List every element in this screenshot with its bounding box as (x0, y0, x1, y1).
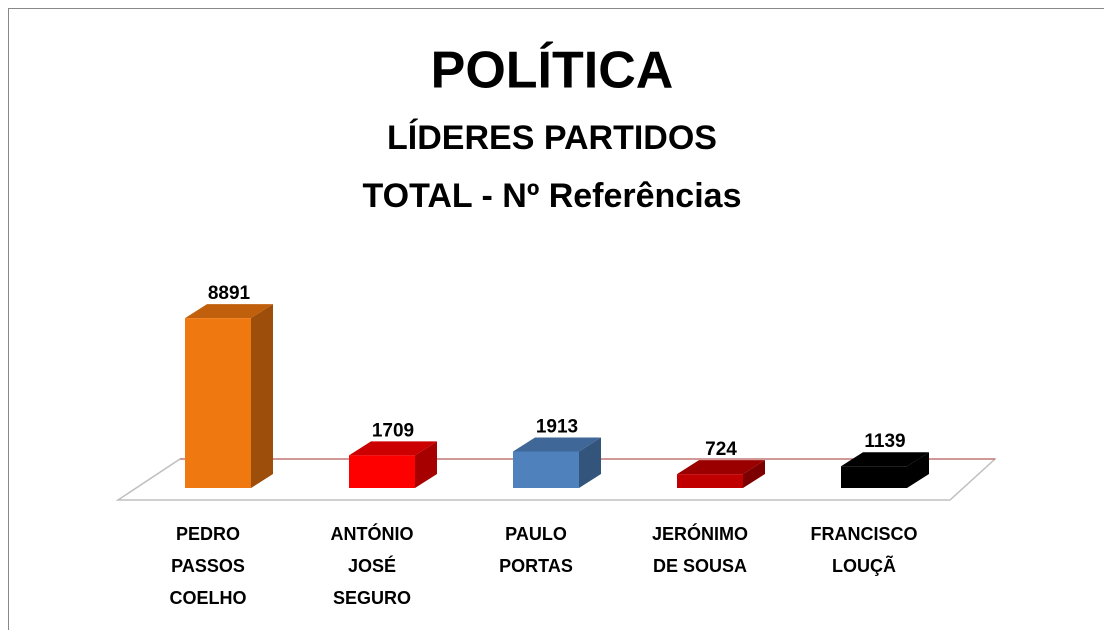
bar (349, 441, 437, 488)
bar-top (349, 441, 437, 456)
chart-title: POLÍTICA (431, 42, 674, 100)
chart-border (8, 8, 1104, 630)
bar-front (841, 466, 907, 488)
bar-front (677, 474, 743, 488)
bar-front (185, 318, 251, 488)
value-label: 8891 (208, 283, 251, 304)
bar-side (579, 437, 601, 488)
value-label: 1139 (864, 431, 905, 452)
x-tick-label: PAULO PORTAS (499, 524, 573, 576)
bar-front (349, 455, 415, 488)
bar-top (513, 437, 601, 452)
bar (841, 452, 929, 488)
x-tick-label: PEDRO PASSOS COELHO (169, 524, 247, 608)
chart-subtitle: TOTAL - Nº Referências (363, 177, 742, 215)
bar-top (677, 460, 765, 475)
x-tick-label: ANTÓNIO JOSÉ SEGURO (330, 524, 414, 608)
bar-top (185, 304, 273, 319)
chart-subtitle: LÍDERES PARTIDOS (387, 119, 717, 157)
x-tick-label: JERÓNIMO DE SOUSA (651, 524, 748, 576)
bar-side (415, 441, 437, 488)
value-label: 1709 (372, 420, 414, 441)
bar-side (251, 304, 273, 488)
bar-side (907, 452, 929, 488)
x-tick-label: FRANCISCO LOUÇÃ (810, 524, 918, 576)
bar (677, 460, 765, 488)
bar-top (841, 452, 929, 467)
bar-side (743, 460, 765, 488)
bar (513, 437, 601, 488)
value-label: 724 (705, 439, 737, 460)
bar (185, 304, 273, 488)
value-label: 1913 (536, 416, 578, 437)
bar-front (513, 451, 579, 488)
